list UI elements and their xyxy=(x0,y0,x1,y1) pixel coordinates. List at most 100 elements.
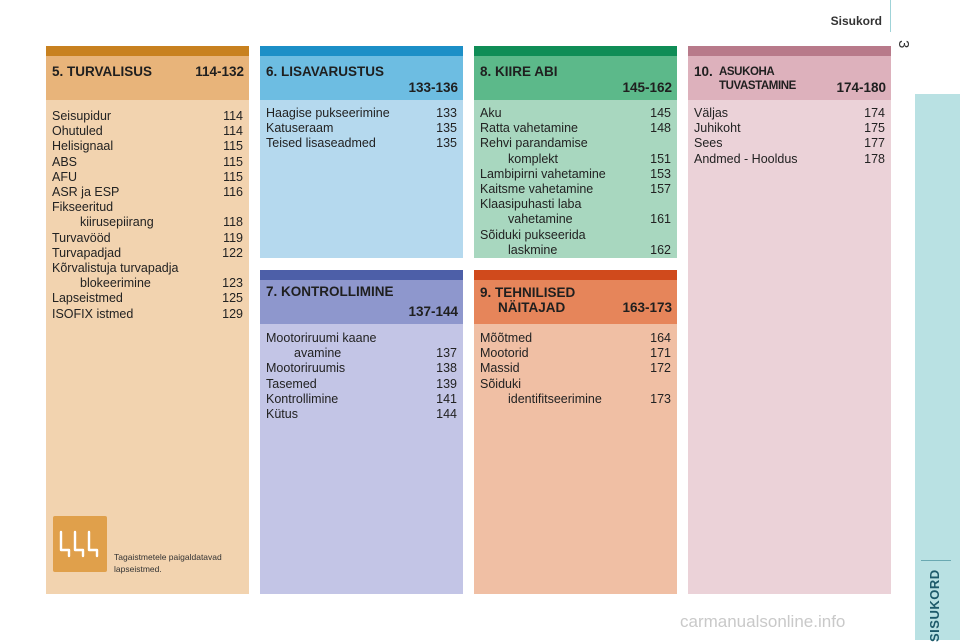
toc-entry[interactable]: avamine 137 xyxy=(260,346,463,361)
side-tab-label: SISUKORD xyxy=(927,569,942,642)
toc-entry[interactable]: Aku 145 xyxy=(474,106,677,121)
toc-entry[interactable]: Sõiduki pukseerida xyxy=(474,228,677,243)
toc-entry-page xyxy=(221,261,243,276)
toc-entry[interactable]: Ratta vahetamine 148 xyxy=(474,121,677,136)
section-8-header[interactable]: 8. KIIRE ABI 145-162 xyxy=(474,56,677,100)
section-5-header[interactable]: 5. TURVALISUS 114-132 xyxy=(46,56,249,100)
toc-entry[interactable]: Haagise pukseerimine 133 xyxy=(260,106,463,121)
section-6-header[interactable]: 6. LISAVARUSTUS 133-136 xyxy=(260,56,463,100)
toc-entry[interactable]: Seisupidur 114 xyxy=(46,109,249,124)
toc-entry[interactable]: Tasemed 139 xyxy=(260,377,463,392)
toc-entry-page: 115 xyxy=(223,169,243,184)
toc-entry-page: 162 xyxy=(650,242,671,257)
toc-entry-page xyxy=(649,377,671,392)
toc-entry-page xyxy=(221,200,243,215)
toc-entry[interactable]: Mootoriruumis 138 xyxy=(260,361,463,376)
toc-entry[interactable]: komplekt 151 xyxy=(474,152,677,167)
toc-entry-page xyxy=(649,197,671,212)
toc-entry[interactable]: Väljas 174 xyxy=(688,106,891,121)
toc-entry-label: Tasemed xyxy=(266,376,317,391)
toc-entry[interactable]: Andmed - Hooldus 178 xyxy=(688,152,891,167)
section-9-color-bar xyxy=(474,270,677,280)
section-6-title: 6. LISAVARUSTUS xyxy=(266,64,385,79)
toc-entry[interactable]: vahetamine 161 xyxy=(474,212,677,227)
toc-entry[interactable]: laskmine 162 xyxy=(474,243,677,258)
section-5-turvalisus: 5. TURVALISUS 114-132 Seisupidur 114 Ohutu… xyxy=(46,46,249,594)
toc-entry[interactable]: Helisignaal 115 xyxy=(46,139,249,154)
toc-entry-page: 123 xyxy=(222,276,243,291)
toc-entry[interactable]: kiirusepiirang 118 xyxy=(46,215,249,230)
section-10-pages: 174-180 xyxy=(836,80,886,95)
toc-entry-label: komplekt xyxy=(508,151,559,166)
toc-entry[interactable]: ISOFIX istmed 129 xyxy=(46,307,249,322)
toc-entry-page: 172 xyxy=(650,361,671,376)
toc-entry-page: 164 xyxy=(650,331,671,345)
toc-entry[interactable]: Sõiduki xyxy=(474,377,677,392)
toc-entry[interactable]: Fikseeritud xyxy=(46,200,249,215)
toc-entry-page: 138 xyxy=(436,361,457,376)
section-7-pages: 137-144 xyxy=(408,304,458,319)
toc-entry-label: blokeerimine xyxy=(80,276,151,291)
toc-entry-label: Ratta vahetamine xyxy=(480,121,578,136)
toc-entry[interactable]: Mõõtmed 164 xyxy=(474,331,677,346)
toc-entry[interactable]: Kütus 144 xyxy=(260,407,463,422)
section-5-title: 5. TURVALISUS xyxy=(52,64,153,79)
toc-entry[interactable]: Rehvi parandamise xyxy=(474,136,677,151)
toc-entry[interactable]: Ohutuled 114 xyxy=(46,124,249,139)
toc-entry[interactable]: Kaitsme vahetamine 157 xyxy=(474,182,677,197)
toc-entry-label: Sõiduki xyxy=(480,376,521,391)
toc-entry-label: Sees xyxy=(694,136,723,151)
toc-entry[interactable]: Turvavööd 119 xyxy=(46,231,249,246)
section-7-kontrollimine: 7. KONTROLLIMINE 137-144 Mootoriruumi ka… xyxy=(260,270,463,594)
toc-entry[interactable]: Juhikoht 175 xyxy=(688,121,891,136)
toc-entry[interactable]: ASR ja ESP 116 xyxy=(46,185,249,200)
toc-entry[interactable]: Turvapadjad 122 xyxy=(46,246,249,261)
child-seats-note: Tagaistmetele paigaldatavad lapseistmed. xyxy=(114,552,222,574)
toc-entry-label: Kaitsme vahetamine xyxy=(480,182,594,197)
section-8-pages: 145-162 xyxy=(622,80,672,95)
toc-entry-page: 125 xyxy=(222,291,243,306)
section-10-header[interactable]: 10. ASUKOHA TUVASTAMINE 174-180 xyxy=(688,56,891,100)
toc-entry-label: Aku xyxy=(480,106,502,120)
toc-entry-page: 119 xyxy=(223,230,243,245)
toc-entry[interactable]: Katuseraam 135 xyxy=(260,121,463,136)
section-9-tehnilised-naitajad: 9. TEHNILISED NÄITAJAD 163-173 Mõõtmed 16… xyxy=(474,270,677,594)
section-7-header[interactable]: 7. KONTROLLIMINE 137-144 xyxy=(260,280,463,324)
toc-entry-label: Teised lisaseadmed xyxy=(266,136,376,151)
section-6-list: Haagise pukseerimine 133 Katuseraam 135 Teis… xyxy=(260,100,463,152)
toc-entry-page: 177 xyxy=(864,136,885,151)
toc-entry-page: 139 xyxy=(436,376,457,391)
toc-entry-page: 115 xyxy=(223,139,243,154)
header-divider xyxy=(890,0,891,32)
toc-entry-page: 173 xyxy=(650,391,671,406)
side-tab-divider xyxy=(921,560,951,561)
toc-entry[interactable]: Massid 172 xyxy=(474,361,677,376)
side-tab[interactable]: SISUKORD xyxy=(915,94,960,642)
toc-entry[interactable]: Klaasipuhasti laba xyxy=(474,197,677,212)
toc-entry[interactable]: Lapseistmed 125 xyxy=(46,291,249,306)
toc-entry-page: 114 xyxy=(223,124,243,139)
toc-entry[interactable]: Mootorid 171 xyxy=(474,346,677,361)
section-8-list: Aku 145 Ratta vahetamine 148 Rehvi parandami… xyxy=(474,100,677,258)
toc-entry[interactable]: blokeerimine 123 xyxy=(46,276,249,291)
toc-entry-page: 141 xyxy=(436,391,457,406)
toc-entry[interactable]: Sees 177 xyxy=(688,136,891,151)
toc-entry[interactable]: ABS 115 xyxy=(46,155,249,170)
toc-entry[interactable]: Teised lisaseadmed 135 xyxy=(260,136,463,151)
toc-entry-label: Haagise pukseerimine xyxy=(266,106,390,120)
toc-entry[interactable]: Kontrollimine 141 xyxy=(260,392,463,407)
toc-entry-page: 145 xyxy=(650,106,671,120)
section-9-header[interactable]: 9. TEHNILISED NÄITAJAD 163-173 xyxy=(474,280,677,324)
toc-entry-page: 153 xyxy=(650,166,671,181)
section-10-asukoha-tuvastamine: 10. ASUKOHA TUVASTAMINE 174-180 Väljas 17… xyxy=(688,46,891,594)
toc-entry-label: Helisignaal xyxy=(52,139,114,154)
toc-entry[interactable]: identifitseerimine 173 xyxy=(474,392,677,407)
toc-entry[interactable]: Lambipirni vahetamine 153 xyxy=(474,167,677,182)
toc-entry-label: laskmine xyxy=(508,242,558,257)
toc-entry-label: Kõrvalistuja turvapadja xyxy=(52,261,179,276)
toc-entry[interactable]: Kõrvalistuja turvapadja xyxy=(46,261,249,276)
section-10-list: Väljas 174 Juhikoht 175 Sees 177 Andmed - Hool… xyxy=(688,100,891,167)
section-9-title: 9. TEHNILISED xyxy=(480,285,576,300)
toc-entry[interactable]: AFU 115 xyxy=(46,170,249,185)
toc-entry[interactable]: Mootoriruumi kaane xyxy=(260,331,463,346)
